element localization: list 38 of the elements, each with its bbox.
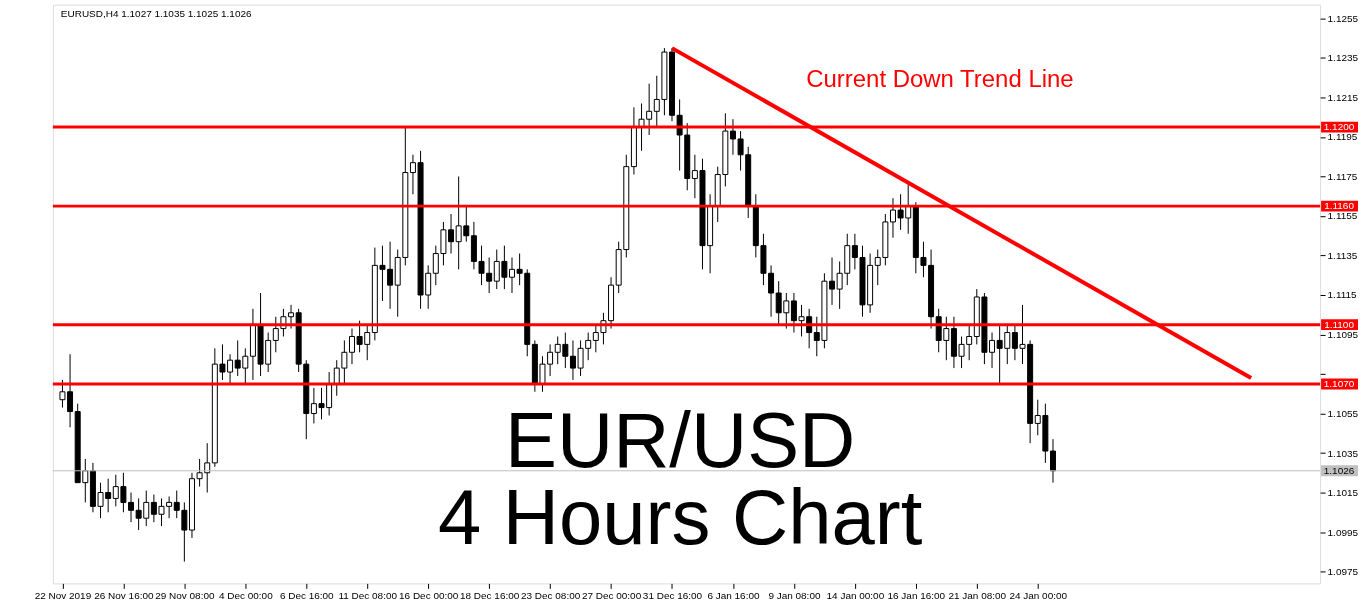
x-tick-label: 31 Dec 16:00 (642, 589, 703, 601)
x-tick-label: 16 Jan 16:00 (887, 589, 946, 601)
x-tick-label: 9 Jan 08:00 (768, 589, 821, 601)
y-tick-label: 1.1135 (1327, 250, 1358, 261)
x-tick-label: 27 Dec 00:00 (581, 589, 642, 601)
chart-title: EURUSD,H4 1.1027 1.1035 1.1025 1.1026 (60, 7, 252, 19)
x-tick-label: 14 Jan 00:00 (826, 589, 885, 601)
x-tick-label: 22 Nov 2019 (34, 589, 92, 601)
y-tick-label: 1.1215 (1327, 91, 1359, 103)
ref-line-label: 1.1160 (1324, 200, 1355, 212)
y-tick-label: 1.1255 (1327, 12, 1359, 24)
x-tick-label: 24 Jan 00:00 (1009, 589, 1068, 601)
y-tick-label: 1.1235 (1327, 52, 1359, 64)
x-tick-label: 21 Jan 08:00 (948, 589, 1007, 601)
x-tick-label: 6 Dec 16:00 (279, 589, 335, 601)
y-tick-label: 1.1155 (1327, 210, 1358, 222)
y-tick-label: 1.1035 (1327, 447, 1359, 459)
ref-line-label: 1.1070 (1323, 377, 1355, 389)
ref-line-label: 1.1026 (1323, 464, 1355, 476)
x-tick-label: 23 Dec 08:00 (520, 589, 581, 601)
annotation: Current Down Trend Line (806, 65, 1074, 93)
y-tick-label: 1.1175 (1327, 170, 1358, 182)
y-tick-label: 1.1055 (1327, 408, 1359, 420)
x-tick-label: 6 Jan 16:00 (707, 589, 760, 601)
x-tick-label: 11 Dec 08:00 (338, 589, 398, 601)
x-tick-label: 26 Nov 16:00 (94, 589, 154, 601)
y-tick-label: 1.1095 (1327, 329, 1359, 340)
y-tick-label: 1.1195 (1327, 131, 1358, 143)
x-tick-label: 18 Dec 16:00 (459, 589, 520, 601)
x-tick-label: 4 Dec 00:00 (218, 589, 274, 601)
y-tick-label: 1.0975 (1327, 566, 1359, 578)
ref-line-label: 1.1100 (1324, 318, 1355, 330)
y-tick-label: 1.1115 (1327, 289, 1358, 301)
y-tick-label: 1.0995 (1327, 526, 1359, 538)
y-tick-label: 1.1015 (1327, 487, 1359, 499)
ref-line-label: 1.1200 (1323, 121, 1355, 133)
x-tick-label: 29 Nov 08:00 (155, 589, 215, 601)
x-tick-label: 16 Dec 00:00 (399, 589, 459, 601)
